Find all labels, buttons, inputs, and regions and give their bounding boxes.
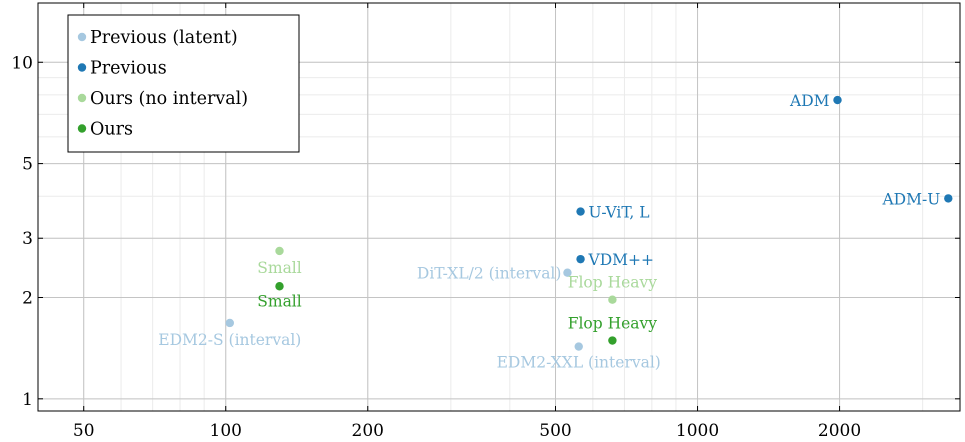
legend: Previous (latent) Previous Ours (no interv…	[67, 14, 300, 153]
y-tick-label: 2	[22, 289, 33, 309]
data-point	[833, 95, 842, 105]
x-tick-label: 200	[352, 421, 384, 441]
legend-entry: Ours	[90, 120, 133, 140]
data-label: Flop Heavy	[568, 315, 658, 333]
legend-marker	[77, 124, 87, 133]
data-label: Small	[257, 292, 302, 310]
data-label: EDM2-XXL (interval)	[497, 354, 661, 372]
data-label: ADM	[789, 92, 830, 110]
data-point	[275, 246, 284, 256]
y-tick-label: 5	[22, 155, 33, 175]
x-tick-label: 100	[210, 421, 242, 441]
x-tick-label: 500	[539, 421, 571, 441]
legend-entry: Previous (latent)	[90, 28, 238, 48]
data-label: U-ViT, L	[589, 204, 650, 222]
y-tick-label: 10	[11, 53, 33, 73]
x-tick-label: 1000	[676, 421, 719, 441]
axis-ticks	[38, 3, 960, 411]
data-point	[608, 295, 617, 304]
legend-marker	[77, 93, 87, 103]
y-tick-label: 3	[22, 229, 33, 249]
x-tick-label: 50	[73, 421, 95, 441]
legend-entry: Previous	[90, 59, 167, 79]
legend-box	[67, 14, 300, 153]
data-label: Small	[257, 259, 302, 277]
data-point	[275, 282, 284, 291]
axis-tick-labels: 50 100 200 500 1000 2000 1 2 3 5 10	[11, 53, 861, 441]
data-point	[225, 318, 235, 328]
data-label: Flop Heavy	[568, 274, 658, 292]
data-point	[576, 254, 585, 264]
plot-frame	[37, 2, 961, 412]
data-label: ADM-U	[881, 190, 940, 208]
legend-entry: Ours (no interval)	[90, 89, 248, 109]
y-tick-label: 1	[22, 390, 33, 410]
data-label: VDM++	[588, 251, 654, 269]
data-point	[608, 336, 617, 345]
data-point	[563, 268, 572, 277]
data-label: EDM2-S (interval)	[158, 331, 301, 349]
data-label: DiT-XL/2 (interval)	[417, 265, 562, 283]
x-tick-label: 2000	[818, 421, 861, 441]
data-point	[576, 207, 585, 216]
data-point	[944, 194, 953, 203]
legend-marker	[77, 63, 87, 72]
data-points: EDM2-S (interval) DiT-XL/2 (interval) EDM2…	[158, 92, 953, 372]
data-point	[574, 342, 583, 351]
legend-marker	[77, 32, 87, 42]
